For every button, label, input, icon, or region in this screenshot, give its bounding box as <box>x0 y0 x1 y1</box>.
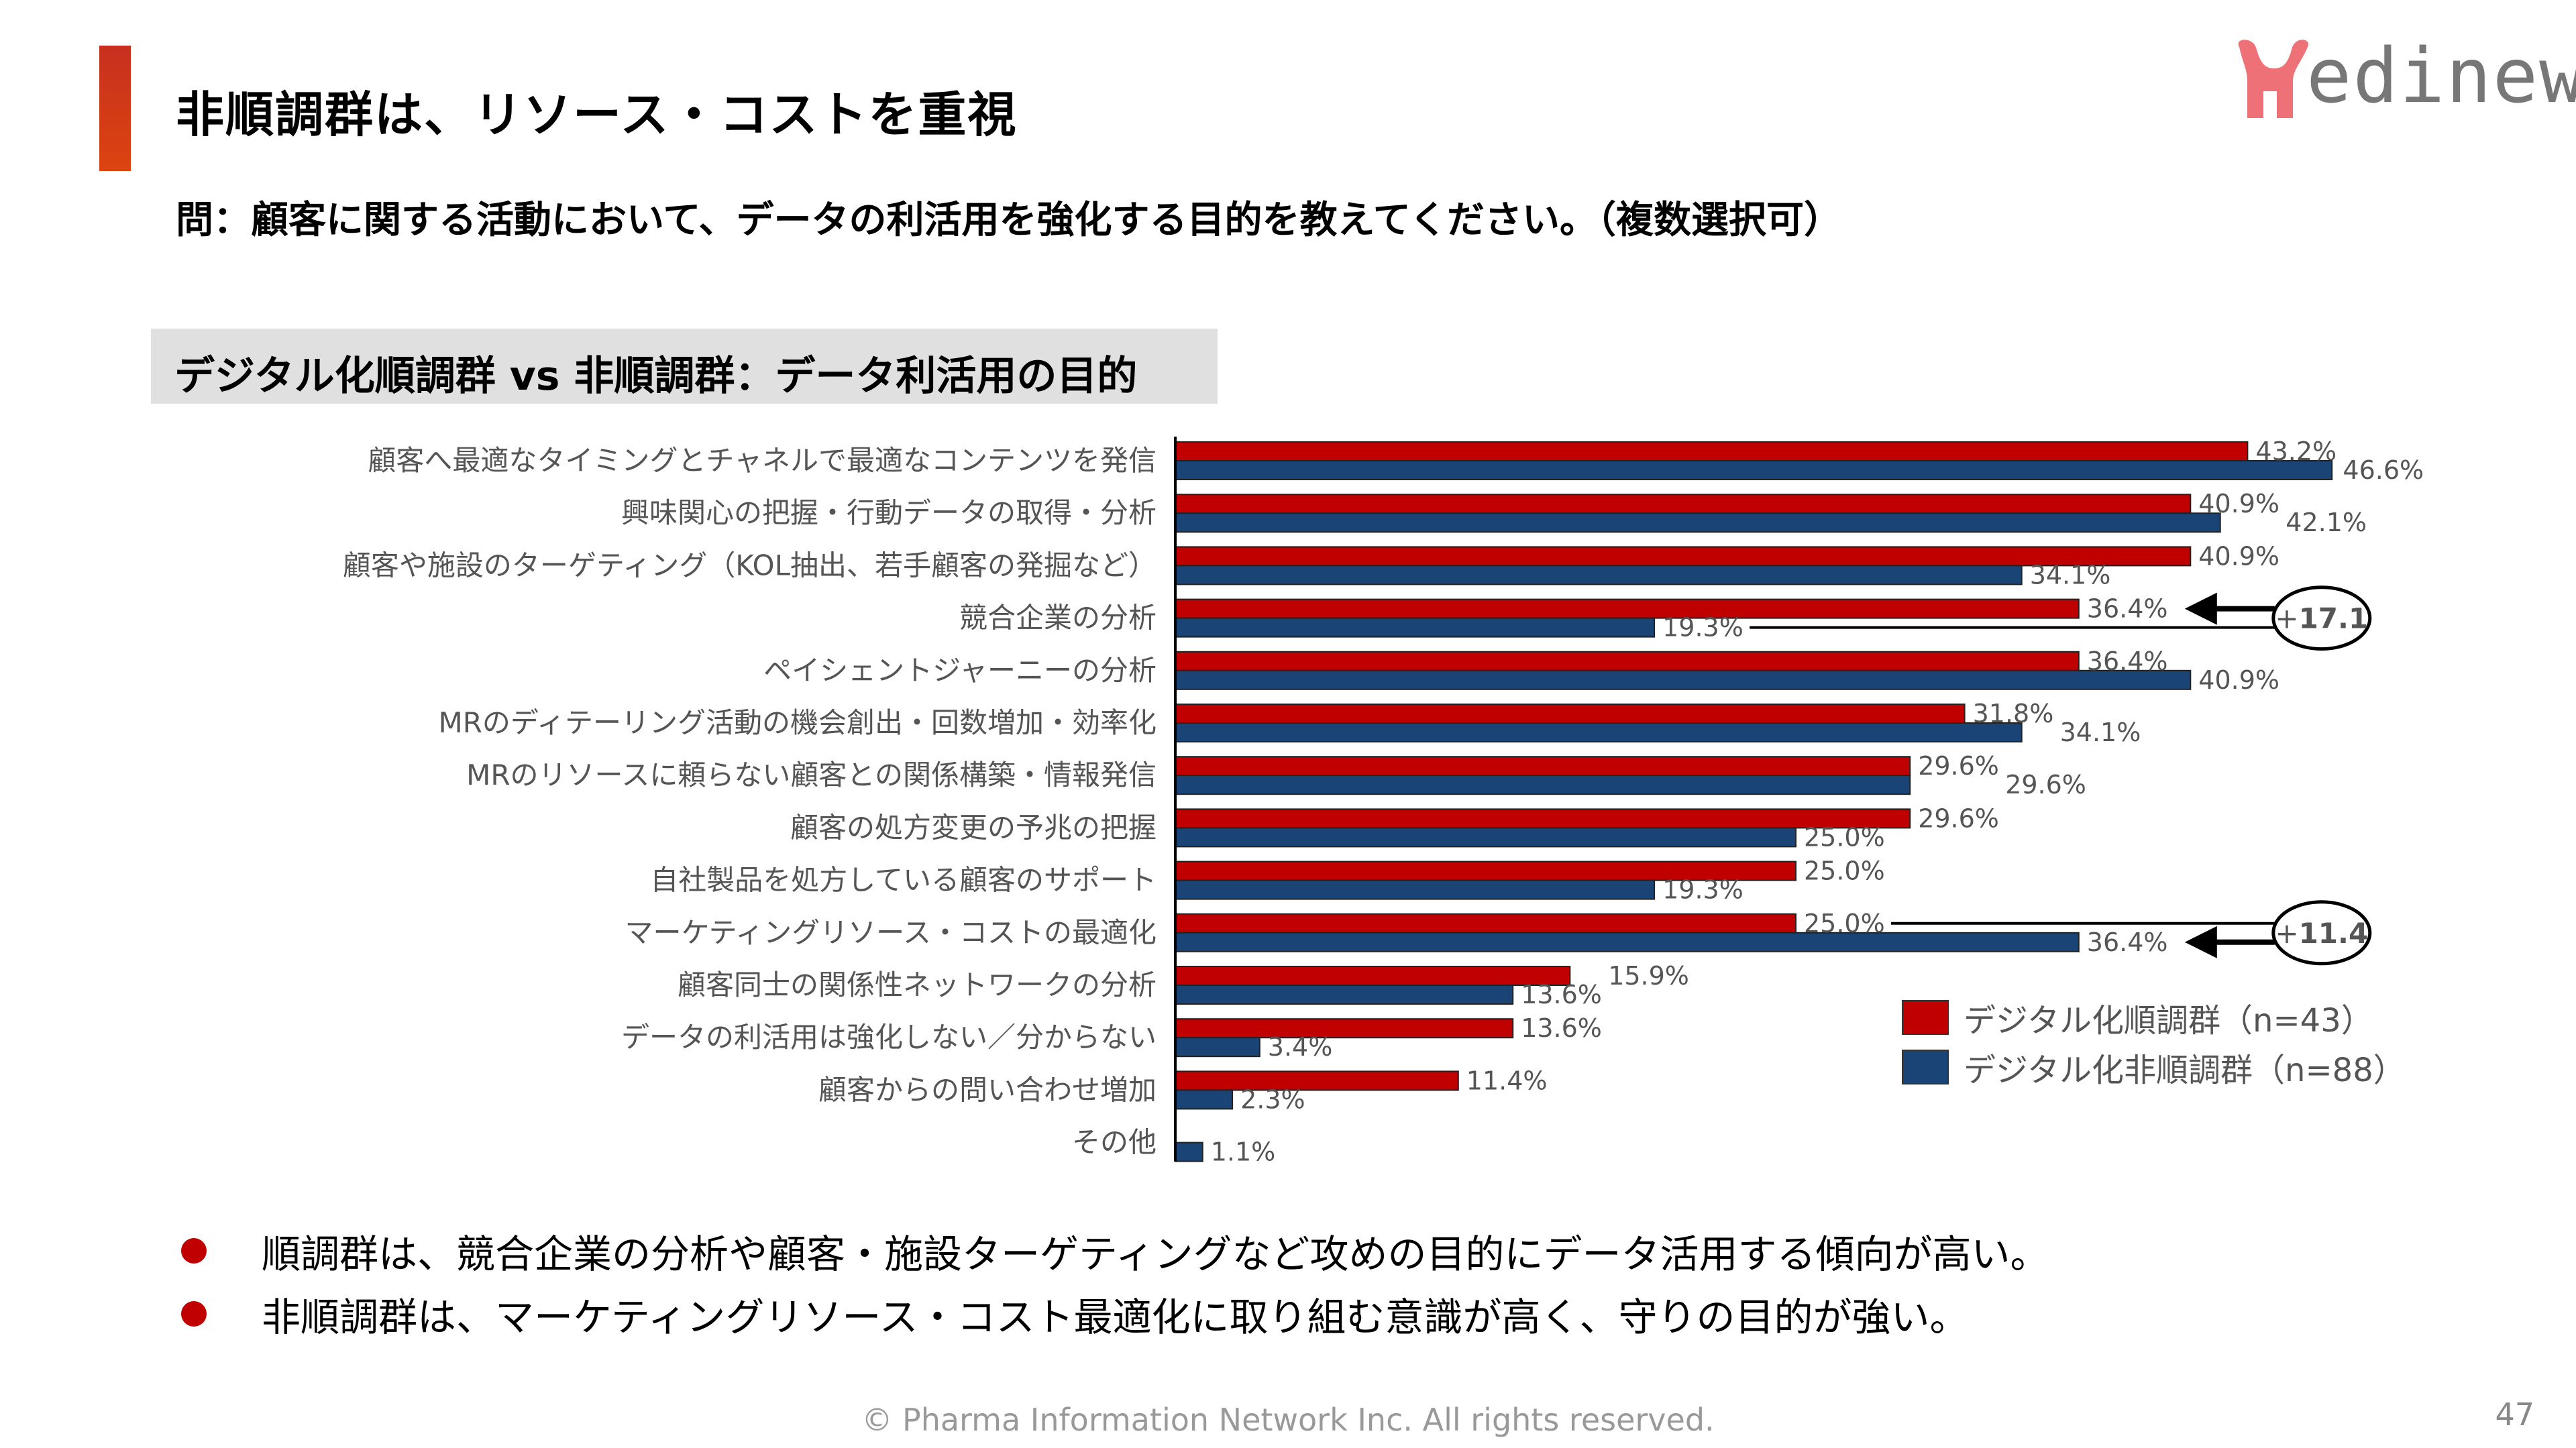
bar-positive <box>1175 704 1966 724</box>
bar-negative <box>1175 722 2023 742</box>
legend-label: デジタル化非順調群（n=88） <box>1964 1052 2406 1089</box>
bar-positive <box>1175 1070 1459 1091</box>
category-label: 自社製品を処方している顧客のサポート <box>650 864 1157 897</box>
bar-positive <box>1175 598 2080 619</box>
value-label: 19.3% <box>1662 613 1743 643</box>
category-label: ペイシェントジャーニーの分析 <box>763 654 1157 687</box>
category-label: MRのリソースに頼らない顧客との関係構築・情報発信 <box>466 759 1157 791</box>
bar-positive <box>1175 1018 1514 1039</box>
annotation-ellipse <box>2271 586 2372 651</box>
legend-swatch-red <box>1902 1000 1949 1035</box>
category-label: その他 <box>1072 1126 1157 1159</box>
medinew-logo: edinew <box>2227 34 2576 121</box>
bar-negative <box>1175 1089 1234 1110</box>
bar-negative <box>1175 827 1796 848</box>
value-label: 40.9% <box>2198 541 2279 571</box>
category-label: 興味関心の把握・行動データの取得・分析 <box>621 496 1157 529</box>
bar-negative <box>1175 460 2333 480</box>
bar-negative <box>1175 985 1514 1005</box>
value-label: 19.3% <box>1662 875 1743 905</box>
value-label: 40.9% <box>2198 665 2279 695</box>
value-label: 40.9% <box>2198 489 2279 518</box>
bar-positive <box>1175 913 1796 934</box>
chart-section-title: デジタル化順調群 vs 非順調群：データ利活用の目的 <box>174 353 1138 400</box>
value-label: 1.1% <box>1211 1137 1276 1167</box>
value-label: 11.4% <box>1466 1066 1548 1095</box>
bar-positive <box>1175 494 2192 514</box>
legend-label: デジタル化順調群（n=43） <box>1964 1002 2373 1040</box>
bar-negative <box>1175 879 1656 900</box>
bar-negative <box>1175 1037 1260 1058</box>
value-label: 31.8% <box>1973 699 2054 728</box>
finding-text: 順調群は、競合企業の分析や顧客・施設ターゲティングなど攻めの目的にデータ活用する… <box>262 1231 2049 1277</box>
bar-negative <box>1175 932 2080 952</box>
value-label: 46.6% <box>2343 455 2424 485</box>
bar-positive <box>1175 441 2249 461</box>
bar-positive <box>1175 756 1911 777</box>
legend-item-positive: デジタル化順調群（n=43） <box>1902 993 2406 1042</box>
value-label: 3.4% <box>1268 1032 1333 1062</box>
bar-positive <box>1175 808 1911 829</box>
chart-legend: デジタル化順調群（n=43） デジタル化非順調群（n=88） <box>1902 993 2406 1092</box>
category-label: マーケティングリソース・コストの最適化 <box>625 916 1157 949</box>
bar-negative <box>1175 775 1911 795</box>
legend-swatch-blue <box>1902 1050 1949 1084</box>
category-label: 顧客へ最適なタイミングとチャネルで最適なコンテンツを発信 <box>368 444 1157 477</box>
bar-positive <box>1175 546 2192 567</box>
chart-section-header: デジタル化順調群 vs 非順調群：データ利活用の目的 <box>151 329 1218 404</box>
survey-question: 問：顧客に関する活動において、データの利活用を強化する目的を教えてください。（複… <box>176 199 1842 242</box>
bullet-dot-icon <box>181 1238 207 1264</box>
finding-item: 順調群は、競合企業の分析や顧客・施設ターゲティングなど攻めの目的にデータ活用する… <box>181 1219 2049 1282</box>
category-label: 顧客からの問い合わせ増加 <box>818 1073 1157 1106</box>
title-accent-bar <box>99 46 131 171</box>
value-label: 25.0% <box>1804 909 1885 938</box>
category-label: 顧客や施設のターゲティング（KOL抽出、若手顧客の発掘など） <box>343 549 1157 581</box>
page-number: 47 <box>2495 1396 2534 1433</box>
legend-item-negative: デジタル化非順調群（n=88） <box>1902 1042 2406 1092</box>
value-label: 13.6% <box>1521 980 1602 1009</box>
bar-negative <box>1175 1141 1203 1162</box>
bullet-dot-icon <box>181 1301 207 1327</box>
value-label: 29.6% <box>1918 803 1999 833</box>
value-label: 43.2% <box>2255 437 2337 466</box>
finding-text: 非順調群は、マーケティングリソース・コスト最適化に取り組む意識が高く、守りの目的… <box>262 1294 1969 1340</box>
value-label: 25.0% <box>1804 822 1885 852</box>
value-label: 29.6% <box>1918 751 1999 781</box>
value-label: 36.4% <box>2087 647 2168 676</box>
bar-negative <box>1175 669 2192 690</box>
value-label: 15.9% <box>1608 961 1689 991</box>
annotation-diff-label: +17.1 <box>2275 602 2368 635</box>
value-label: 42.1% <box>2286 508 2367 537</box>
category-label: 競合企業の分析 <box>959 602 1157 634</box>
value-label: 36.4% <box>2087 594 2168 624</box>
category-label: データの利活用は強化しない／分からない <box>621 1021 1157 1054</box>
value-label: 2.3% <box>1240 1084 1305 1114</box>
logo-m-icon <box>2238 40 2308 118</box>
category-label: 顧客の処方変更の予兆の把握 <box>790 811 1157 844</box>
category-label: MRのディテーリング活動の機会創出・回数増加・効率化 <box>439 706 1157 739</box>
value-label: 25.0% <box>1804 856 1885 886</box>
annotation-diff-label: +11.4 <box>2275 917 2368 950</box>
bar-positive <box>1175 651 2080 671</box>
copyright-footer: © Pharma Information Network Inc. All ri… <box>861 1402 1715 1438</box>
bar-negative <box>1175 617 1656 638</box>
value-label: 34.1% <box>2060 718 2141 747</box>
annotation-ellipse <box>2271 900 2372 966</box>
bar-negative <box>1175 512 2221 533</box>
logo-text: edinew <box>2306 33 2576 120</box>
finding-item: 非順調群は、マーケティングリソース・コスト最適化に取り組む意識が高く、守りの目的… <box>181 1282 2049 1345</box>
value-label: 36.4% <box>2087 928 2168 957</box>
value-label: 13.6% <box>1521 1013 1602 1043</box>
category-label: 顧客同士の関係性ネットワークの分析 <box>678 968 1157 1001</box>
key-findings: 順調群は、競合企業の分析や顧客・施設ターゲティングなど攻めの目的にデータ活用する… <box>181 1219 2049 1345</box>
bar-negative <box>1175 565 2023 586</box>
value-label: 29.6% <box>2005 770 2086 799</box>
bar-positive <box>1175 966 1571 986</box>
value-label: 34.1% <box>2030 560 2111 590</box>
page-title: 非順調群は、リソース・コストを重視 <box>176 87 1018 143</box>
